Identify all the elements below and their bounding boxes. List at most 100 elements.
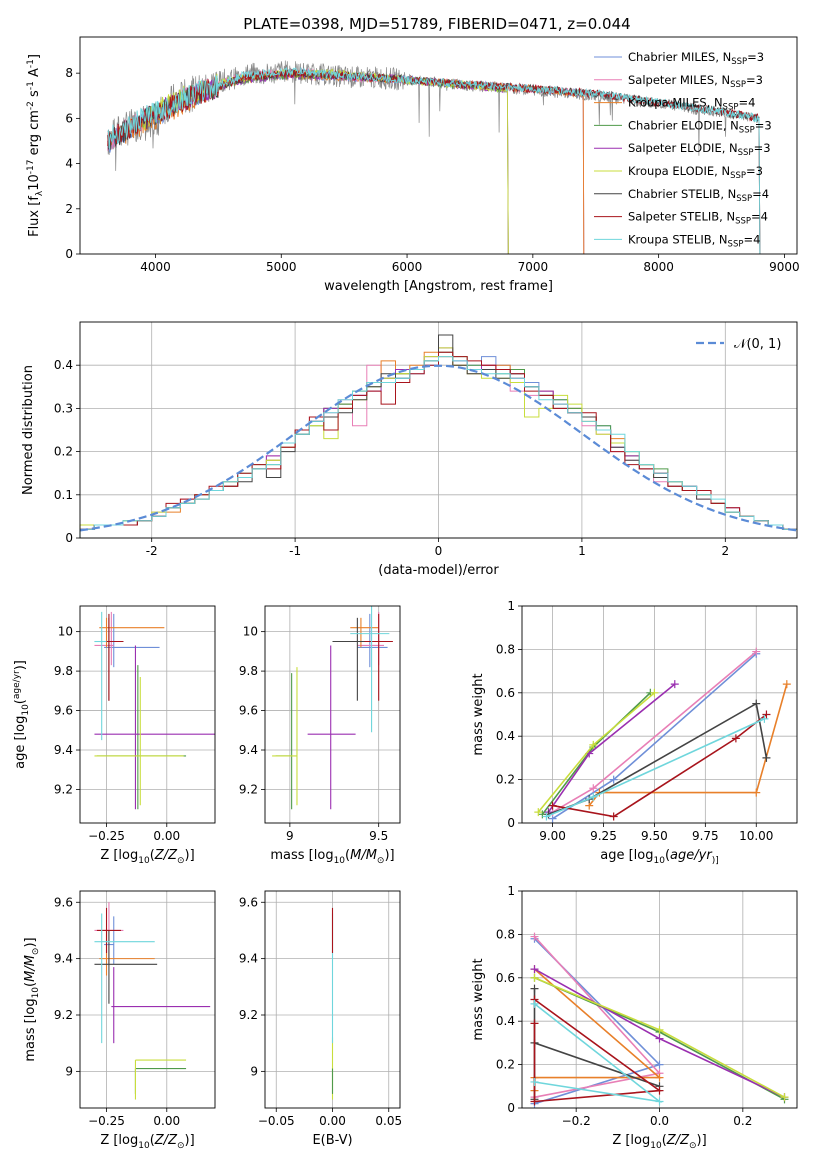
normal-reference-curve xyxy=(79,364,798,532)
x-tick-label: 10.00 xyxy=(739,829,773,843)
x-tick-label: 9 xyxy=(286,829,294,843)
legend-label: Kroupa MILES, NSSP=4 xyxy=(628,96,755,113)
massweight-vs-age-plot: 9.00 9.25 9.50 9.75 10.00 0 0.2 0.4 0.6 0.8 1 age [… xyxy=(471,599,798,866)
x-tick-label: −0.2 xyxy=(562,1114,591,1128)
y-tick-label: 9.6 xyxy=(54,895,73,909)
x-tick-label: 0.2 xyxy=(733,1114,752,1128)
x-axis-label: Z [log10(Z/Z⊙)] xyxy=(612,1133,706,1151)
y-tick-label: 0 xyxy=(65,247,73,261)
legend-label: Kroupa STELIB, NSSP=4 xyxy=(628,232,760,249)
y-tick-label: 0.8 xyxy=(496,642,515,656)
weight-marker xyxy=(609,775,618,784)
weight-marker xyxy=(655,1025,664,1034)
weight-marker xyxy=(530,1077,539,1086)
massweight-vs-Z-plot: −0.2 0.0 0.2 0 0.2 0.4 0.6 0.8 1 Z [log10(Z/Z⊙)] m… xyxy=(471,884,798,1151)
y-tick-label: 9.2 xyxy=(239,782,258,796)
y-tick-label: 9.2 xyxy=(54,782,73,796)
x-tick-label: 6000 xyxy=(392,260,423,274)
x-tick-label: 8000 xyxy=(643,260,674,274)
weight-marker xyxy=(782,680,791,689)
y-tick-label: 9.4 xyxy=(239,952,258,966)
y-axis-label: mass weight xyxy=(471,673,486,755)
legend-label: Kroupa ELODIE, NSSP=3 xyxy=(628,164,763,181)
y-tick-label: 0.6 xyxy=(496,686,515,700)
residuals-plot: -2 -1 0 1 2 0 0.1 0.2 0.3 0.4 (data-model)/error No… xyxy=(21,321,798,578)
weight-marker xyxy=(655,1060,664,1069)
axes-frame xyxy=(264,605,401,824)
x-axis-label: mass [log10(M/M⊙)] xyxy=(270,848,394,866)
y-tick-label: 1 xyxy=(507,599,515,613)
weight-marker xyxy=(530,1097,539,1106)
legend-label: Salpeter MILES, NSSP=3 xyxy=(628,73,763,90)
x-tick-label: 0 xyxy=(435,544,443,558)
weight-marker xyxy=(530,932,539,941)
weight-marker xyxy=(760,714,769,723)
y-tick-label: 0.2 xyxy=(496,1058,515,1072)
y-axis-label: age [log10(age/yr)] xyxy=(12,660,31,769)
weight-marker xyxy=(752,788,761,797)
x-tick-label: 0.00 xyxy=(319,1114,346,1128)
y-tick-label: 0.1 xyxy=(54,488,73,502)
histogram-step xyxy=(79,356,797,538)
x-tick-label: 9.00 xyxy=(539,829,566,843)
age-vs-Z-plot: −0.25 0.00 9.2 9.4 9.6 9.8 10 Z [log10(Z/Z⊙)] ag… xyxy=(12,605,216,866)
legend-label: Salpeter STELIB, NSSP=4 xyxy=(628,210,768,227)
y-tick-label: 9.2 xyxy=(239,1008,258,1022)
weight-marker xyxy=(589,784,598,793)
x-axis-label: Z [log10(Z/Z⊙)] xyxy=(100,848,194,866)
axes-frame xyxy=(79,605,216,824)
x-tick-label: 0.00 xyxy=(153,829,180,843)
x-tick-label: 0.0 xyxy=(650,1114,669,1128)
weight-marker xyxy=(655,1086,664,1095)
x-tick-label: 4000 xyxy=(140,260,171,274)
y-tick-label: 0.2 xyxy=(496,773,515,787)
x-tick-label: 9000 xyxy=(769,260,800,274)
weight-marker xyxy=(762,753,771,762)
axes-frame xyxy=(521,890,798,1109)
errorbars xyxy=(94,902,211,1100)
y-tick-label: 9 xyxy=(65,1064,73,1078)
errorbars xyxy=(272,606,393,810)
y-tick-label: 6 xyxy=(65,111,73,125)
weight-marker xyxy=(752,699,761,708)
y-tick-label: 9 xyxy=(250,1064,258,1078)
x-axis-label: Z [log10(Z/Z⊙)] xyxy=(100,1133,194,1151)
weight-line xyxy=(588,683,788,807)
y-tick-label: 9.4 xyxy=(54,952,73,966)
weight-marker xyxy=(650,688,659,697)
x-tick-label: 9.50 xyxy=(641,829,668,843)
y-tick-label: 9.8 xyxy=(54,664,73,678)
y-tick-label: 4 xyxy=(65,157,73,171)
y-axis-label: Normed distribution xyxy=(21,365,36,495)
y-tick-label: 0 xyxy=(65,531,73,545)
x-tick-label: 0.05 xyxy=(375,1114,402,1128)
x-tick-label: -2 xyxy=(146,544,158,558)
y-tick-label: 0.2 xyxy=(54,445,73,459)
weight-marker xyxy=(731,734,740,743)
y-tick-label: 8 xyxy=(65,66,73,80)
weight-marker xyxy=(670,680,679,689)
y-tick-label: 0 xyxy=(507,1101,515,1115)
y-tick-label: 9.2 xyxy=(54,1008,73,1022)
weight-marker xyxy=(780,1093,789,1102)
weight-marker xyxy=(530,999,539,1008)
mass-vs-Z-plot: −0.25 0.00 9 9.2 9.4 9.6 Z [log10(Z/Z⊙)] mass [… xyxy=(23,890,216,1151)
legend-label: Salpeter ELODIE, NSSP=3 xyxy=(628,141,771,158)
weight-marker xyxy=(762,710,771,719)
model-spectrum-line xyxy=(107,66,761,254)
axes-frame xyxy=(264,890,401,1109)
x-axis-label: age [log10(age/yr)] xyxy=(600,848,718,866)
spectrum-lines xyxy=(107,60,761,254)
weight-line xyxy=(533,936,662,1098)
y-tick-label: 0.8 xyxy=(496,927,515,941)
y-axis-label: mass weight xyxy=(471,958,486,1040)
x-tick-label: 9.25 xyxy=(590,829,617,843)
x-axis-label: wavelength [Angstrom, rest frame] xyxy=(324,279,553,294)
figure-title: PLATE=0398, MJD=51789, FIBERID=0471, z=0… xyxy=(243,15,630,33)
y-tick-label: 0.4 xyxy=(496,1014,515,1028)
weight-marker xyxy=(655,1034,664,1043)
x-tick-label: 2 xyxy=(721,544,729,558)
legend-label: Chabrier ELODIE, NSSP=3 xyxy=(628,118,772,135)
y-tick-label: 9.4 xyxy=(54,743,73,757)
